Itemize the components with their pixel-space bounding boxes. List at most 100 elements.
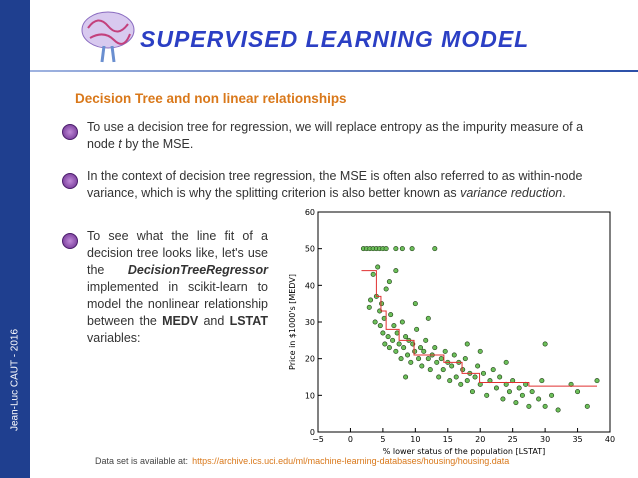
point: [516, 385, 522, 391]
point: [398, 356, 404, 362]
point: [403, 374, 409, 380]
bullet-text: To use a decision tree for regression, w…: [87, 120, 584, 151]
point: [393, 268, 399, 274]
point: [594, 378, 600, 384]
point: [438, 356, 444, 362]
bullet-icon: [62, 173, 78, 189]
point: [539, 378, 545, 384]
y-tick-label: 10: [305, 391, 315, 400]
point: [493, 385, 499, 391]
point: [393, 246, 399, 252]
point: [484, 392, 490, 398]
point: [393, 348, 399, 354]
point: [506, 389, 512, 395]
point: [436, 374, 442, 380]
point: [500, 396, 506, 402]
bullet-text: To see what the line fit of a decision t…: [87, 229, 268, 277]
point: [451, 352, 457, 358]
y-tick-label: 60: [305, 208, 315, 217]
x-tick-label: 10: [410, 435, 420, 444]
point: [421, 348, 427, 354]
brain-stem: [100, 45, 116, 63]
point: [440, 367, 446, 373]
point: [469, 389, 475, 395]
point: [412, 348, 418, 354]
point: [460, 367, 466, 373]
point: [542, 341, 548, 347]
point: [503, 359, 509, 365]
point: [519, 392, 525, 398]
point: [434, 359, 440, 365]
bullet-text: In the context of decision tree regressi…: [87, 169, 583, 200]
step-line: [361, 270, 598, 387]
bullet-text: implemented in scikit-learn to model the…: [87, 280, 268, 328]
x-tick-label: 40: [605, 435, 615, 444]
x-tick-label: −5: [312, 435, 324, 444]
point: [403, 334, 409, 340]
x-tick-label: 0: [348, 435, 353, 444]
point: [542, 403, 548, 409]
title: SUPERVISED LEARNING MODEL: [140, 26, 530, 52]
y-tick-label: 50: [305, 245, 315, 254]
point: [418, 345, 424, 351]
bullet-text: .: [562, 186, 566, 200]
y-tick-label: 30: [305, 318, 315, 327]
point: [555, 407, 561, 413]
point: [449, 363, 455, 369]
point: [401, 345, 407, 351]
point: [584, 403, 590, 409]
x-tick-label: 30: [540, 435, 550, 444]
x-tick-label: 20: [475, 435, 485, 444]
point: [427, 367, 433, 373]
x-tick-label: 15: [443, 435, 453, 444]
point: [375, 264, 381, 270]
point: [368, 297, 374, 303]
x-tick-label: 5: [380, 435, 385, 444]
point: [472, 374, 478, 380]
point: [379, 301, 385, 307]
point: [399, 319, 405, 325]
x-tick-label: 35: [572, 435, 582, 444]
point: [423, 337, 429, 343]
point: [453, 374, 459, 380]
bullet-text: by the MSE.: [121, 137, 194, 151]
point: [380, 330, 386, 336]
point: [414, 326, 420, 332]
point: [370, 271, 376, 277]
brain-logo: [81, 11, 135, 63]
point: [419, 363, 425, 369]
point: [409, 246, 415, 252]
bullet-text: variables:: [87, 331, 141, 345]
bullet: In the context of decision tree regressi…: [87, 168, 617, 202]
point: [396, 341, 402, 347]
y-tick-label: 20: [305, 355, 315, 364]
point: [391, 323, 397, 329]
x-axis-label: % lower status of the population [LSTAT]: [383, 447, 546, 456]
point: [477, 348, 483, 354]
point: [399, 246, 405, 252]
point: [425, 356, 431, 362]
point: [464, 378, 470, 384]
point: [462, 356, 468, 362]
bullet: To use a decision tree for regression, w…: [87, 119, 607, 153]
point: [549, 392, 555, 398]
bullet-text: MEDV: [162, 314, 199, 328]
bullet: To see what the line fit of a decision t…: [87, 228, 268, 347]
point: [480, 370, 486, 376]
bullet-text: DecisionTreeRegressor: [127, 263, 268, 277]
point: [575, 389, 581, 395]
point: [405, 352, 411, 358]
point: [425, 315, 431, 321]
point: [377, 323, 383, 329]
bullet-text: and: [198, 314, 230, 328]
point: [416, 356, 422, 362]
point: [408, 359, 414, 365]
point: [372, 319, 378, 325]
point: [390, 337, 396, 343]
point: [432, 246, 438, 252]
point: [526, 403, 532, 409]
bullet-text: LSTAT: [229, 314, 268, 328]
point: [442, 348, 448, 354]
